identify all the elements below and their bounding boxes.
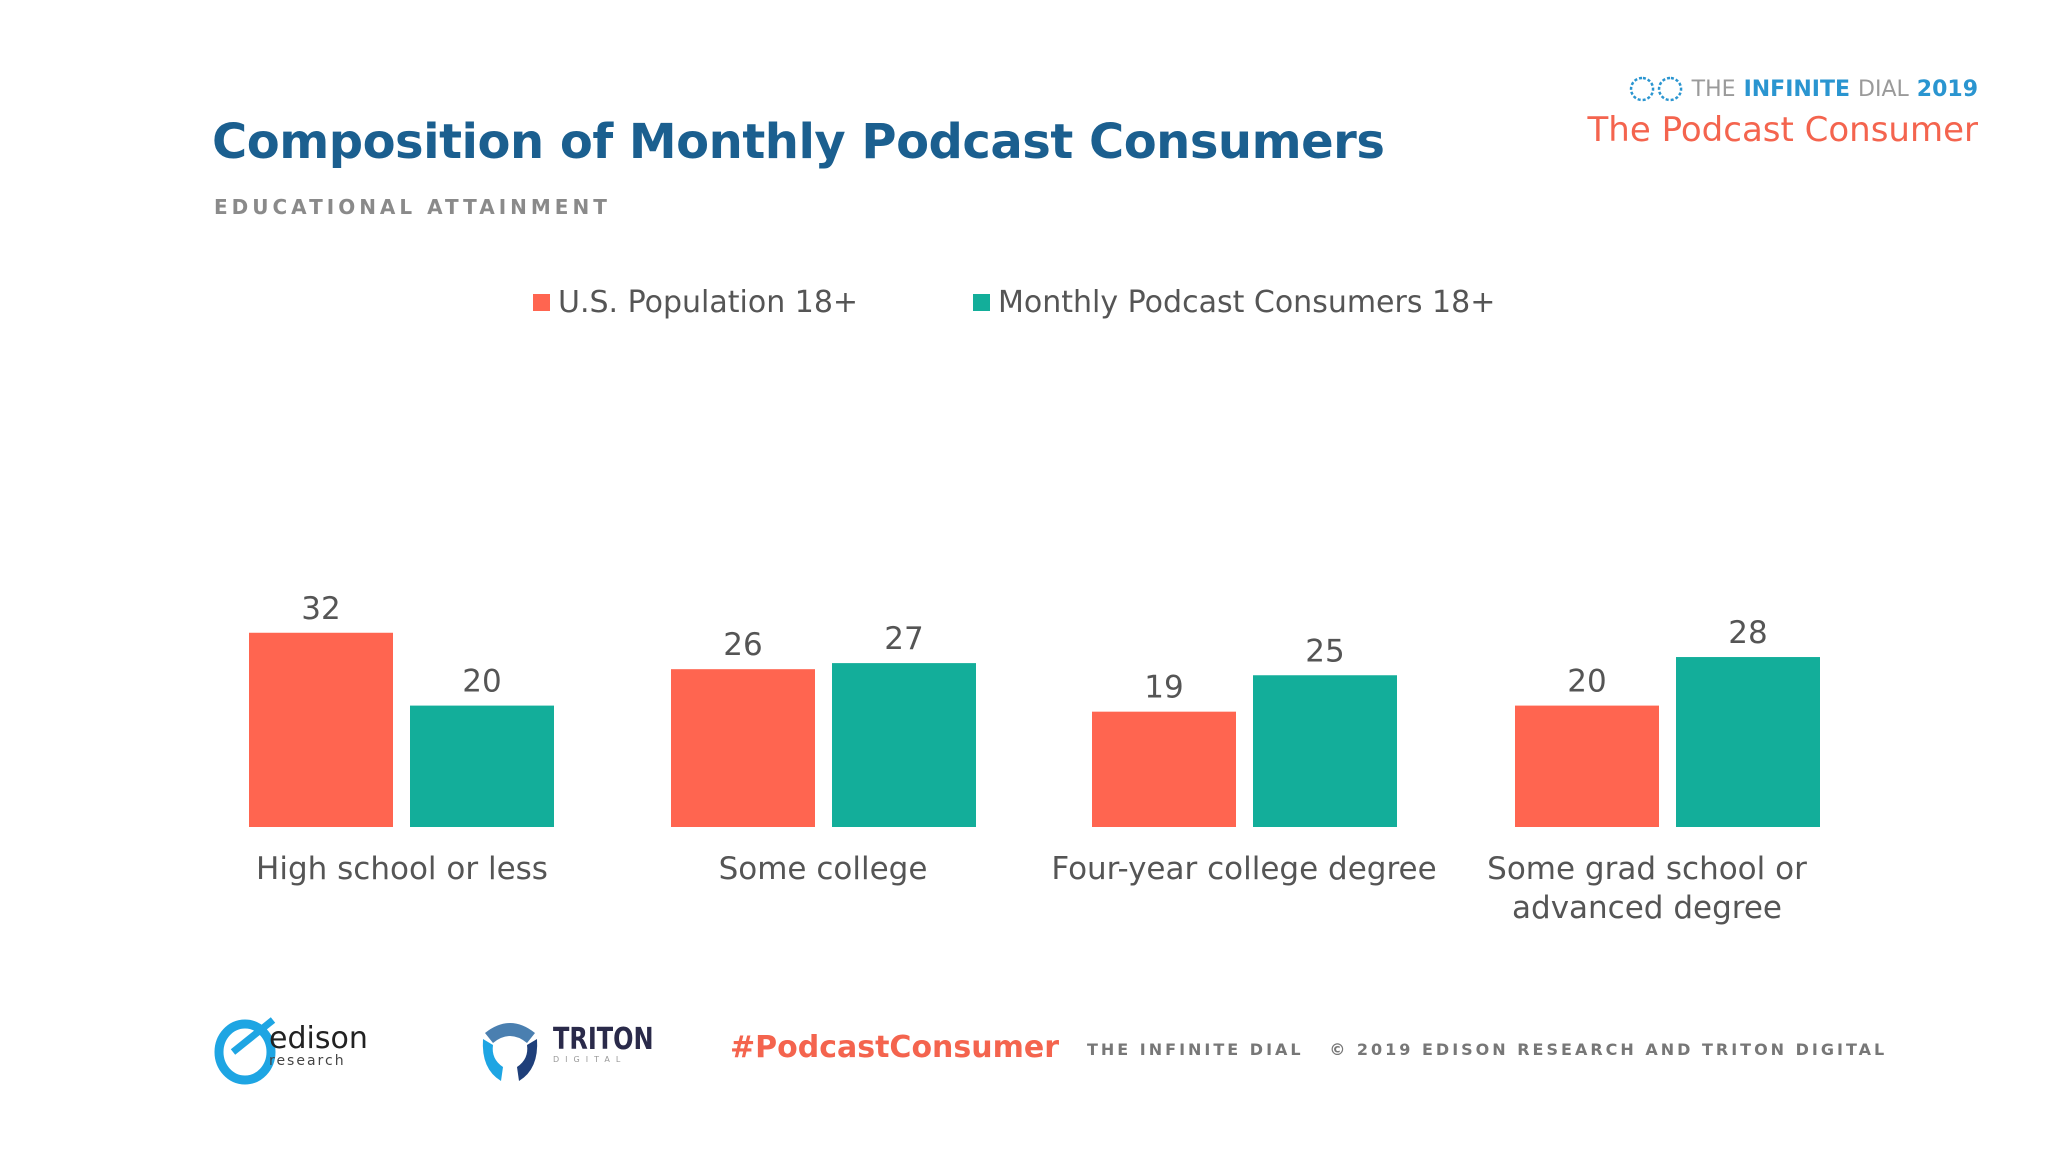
- data-label: 27: [884, 621, 923, 657]
- chart-subtitle: EDUCATIONAL ATTAINMENT: [214, 195, 611, 219]
- legend-swatch: [533, 294, 550, 311]
- legend-label: Monthly Podcast Consumers 18+: [998, 285, 1496, 320]
- hashtag: #PodcastConsumer: [730, 1030, 1060, 1065]
- infinite-dial-brand: THE INFINITE DIAL 2019 The Podcast Consu…: [1587, 74, 1978, 151]
- data-label: 28: [1728, 615, 1767, 651]
- brand-the: THE: [1691, 76, 1736, 102]
- category-label: Some grad school or advanced degree: [1487, 851, 1807, 926]
- data-label: 32: [301, 591, 340, 627]
- brand-subtitle: The Podcast Consumer: [1587, 110, 1978, 150]
- bar: [1676, 657, 1820, 827]
- bar: [1253, 675, 1397, 827]
- legend-label: U.S. Population 18+: [558, 285, 859, 320]
- edison-research-logo: edison research: [213, 1012, 368, 1088]
- bar: [1515, 705, 1659, 827]
- page-title: Composition of Monthly Podcast Consumers: [212, 114, 1385, 170]
- bar: [671, 669, 815, 827]
- bar: [832, 663, 976, 827]
- copyright: THE INFINITE DIAL © 2019 EDISON RESEARCH…: [1087, 1040, 1888, 1059]
- bar: [249, 632, 393, 827]
- brand-infinite: INFINITE: [1743, 76, 1851, 102]
- data-label: 20: [1567, 664, 1606, 700]
- edison-logo-icon: [214, 1017, 276, 1085]
- legend-item-podcast-consumers: Monthly Podcast Consumers 18+: [973, 285, 1495, 320]
- triton-logo-icon: [482, 1023, 538, 1081]
- data-label: 26: [723, 627, 762, 663]
- triton-digital-logo: TRITON DIGITAL: [475, 1015, 679, 1085]
- category-label: Some college: [718, 851, 928, 887]
- data-label: 19: [1144, 670, 1183, 706]
- legend-item-us-population: U.S. Population 18+: [533, 285, 858, 320]
- data-label: 20: [462, 664, 501, 700]
- bar: [410, 705, 554, 827]
- brand-dial: DIAL: [1858, 76, 1909, 102]
- data-label: 25: [1305, 633, 1344, 669]
- category-label: Four-year college degree: [1051, 851, 1437, 887]
- brand-year: 2019: [1916, 76, 1978, 102]
- legend-swatch: [973, 294, 990, 311]
- bar: [1092, 711, 1236, 827]
- category-label: High school or less: [256, 851, 548, 887]
